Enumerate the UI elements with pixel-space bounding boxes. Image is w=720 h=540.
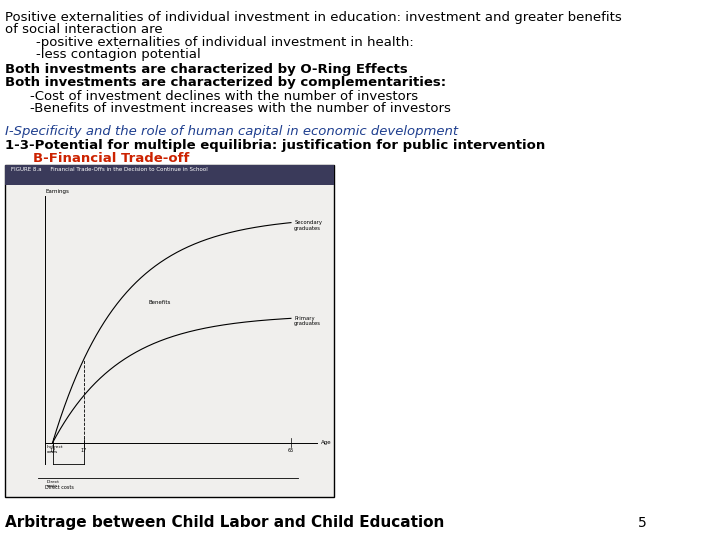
Text: Indirect
costs: Indirect costs <box>47 446 63 454</box>
Text: Both investments are characterized by O-Ring Effects: Both investments are characterized by O-… <box>5 63 408 76</box>
Text: FIGURE 8.a     Financial Trade-Offs in the Decision to Continue in School: FIGURE 8.a Financial Trade-Offs in the D… <box>11 167 207 172</box>
Bar <box>5 165 333 497</box>
Text: -positive externalities of individual investment in health:: -positive externalities of individual in… <box>36 36 414 49</box>
Text: of social interaction are: of social interaction are <box>5 23 163 36</box>
Text: Age: Age <box>320 440 331 445</box>
Text: Earnings: Earnings <box>46 189 70 194</box>
Text: -Benefits of investment increases with the number of investors: -Benefits of investment increases with t… <box>30 102 451 115</box>
Text: I-Specificity and the role of human capital in economic development: I-Specificity and the role of human capi… <box>5 125 459 138</box>
Text: 5: 5 <box>638 516 647 530</box>
Text: -less contagion potential: -less contagion potential <box>36 48 201 61</box>
Text: Direct costs: Direct costs <box>45 485 73 490</box>
Text: 12: 12 <box>50 448 55 453</box>
Bar <box>5 165 333 185</box>
Text: Benefits: Benefits <box>148 300 171 305</box>
Text: Secondary
graduates: Secondary graduates <box>294 220 323 231</box>
Text: 65: 65 <box>288 448 294 453</box>
Text: Direct
costs: Direct costs <box>47 480 60 488</box>
Text: Arbitrage between Child Labor and Child Education: Arbitrage between Child Labor and Child … <box>5 515 445 530</box>
Text: 1-3-Potential for multiple equilibria: justification for public intervention: 1-3-Potential for multiple equilibria: j… <box>5 139 546 152</box>
Text: Primary
graduates: Primary graduates <box>294 316 321 327</box>
Text: B-Financial Trade-off: B-Financial Trade-off <box>33 152 189 165</box>
Text: Both investments are characterized by complementarities:: Both investments are characterized by co… <box>5 76 446 89</box>
Text: -Cost of investment declines with the number of investors: -Cost of investment declines with the nu… <box>30 90 418 103</box>
Text: Positive externalities of individual investment in education: investment and gre: Positive externalities of individual inv… <box>5 11 622 24</box>
Text: 17: 17 <box>81 448 86 453</box>
